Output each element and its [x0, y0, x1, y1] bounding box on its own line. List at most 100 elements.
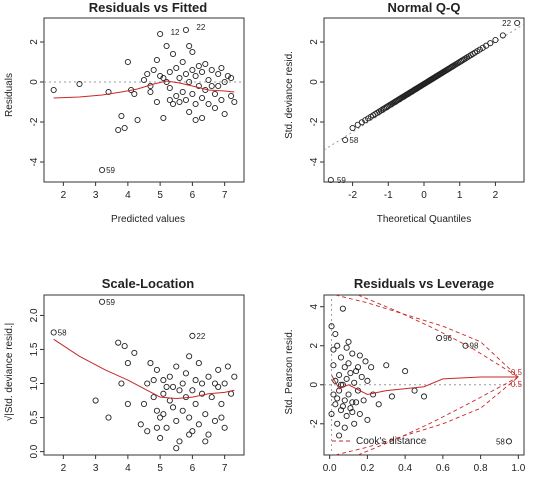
data-point — [189, 332, 196, 339]
x-tick-label: 7 — [222, 463, 228, 474]
data-point — [182, 26, 189, 34]
plot-frame — [43, 294, 245, 456]
x-tick-label: 5 — [157, 463, 163, 474]
data-point — [157, 30, 164, 38]
y-tick-label: 0 — [309, 382, 320, 388]
y-tick-label: 2 — [309, 343, 320, 349]
data-point — [208, 82, 215, 90]
x-tick-label: 0 — [421, 190, 427, 201]
y-tick-label: 2 — [29, 39, 40, 45]
data-point — [330, 346, 337, 353]
data-point — [224, 72, 231, 80]
data-point — [195, 82, 202, 90]
data-point — [137, 421, 144, 428]
x-tick-label: 1.0 — [511, 463, 525, 474]
data-point — [345, 360, 352, 367]
data-point — [202, 438, 209, 445]
data-point — [218, 64, 225, 72]
data-point — [370, 391, 377, 398]
data-point — [118, 112, 125, 120]
y-tick-label: 0.5 — [29, 410, 40, 424]
data-point — [199, 114, 206, 122]
x-axis-label: Theoretical Quantiles — [377, 214, 472, 225]
point-label: 59 — [337, 176, 346, 185]
data-point — [160, 114, 167, 122]
data-point — [332, 401, 339, 408]
data-point — [169, 50, 177, 58]
x-axis-label: Predicted values — [111, 214, 185, 225]
point-label: 22 — [196, 332, 205, 341]
data-point — [211, 417, 219, 425]
data-point — [192, 72, 199, 80]
data-point — [332, 330, 339, 338]
data-point — [195, 421, 202, 428]
data-point — [176, 74, 183, 82]
data-point — [341, 424, 348, 431]
data-point — [202, 60, 209, 68]
data-point — [195, 62, 202, 70]
data-point — [157, 434, 164, 442]
y-tick-label: -2 — [29, 117, 40, 126]
data-point — [362, 358, 369, 365]
y-axis-label: Std. Pearson resid. — [284, 329, 295, 414]
data-point — [153, 56, 160, 64]
data-point — [199, 380, 206, 387]
data-point — [186, 42, 193, 50]
x-tick-label: 1 — [457, 190, 463, 201]
data-point — [150, 377, 157, 384]
data-point — [343, 344, 350, 351]
data-point — [169, 404, 177, 411]
data-point — [334, 420, 341, 427]
data-point — [336, 432, 343, 439]
data-point — [169, 100, 177, 108]
data-point — [186, 431, 193, 438]
data-point — [383, 362, 390, 369]
data-point — [50, 86, 57, 94]
x-tick-label: 0.0 — [323, 463, 337, 474]
data-point — [199, 68, 206, 76]
point-label: 22 — [196, 23, 205, 32]
plot-frame — [323, 294, 525, 456]
data-point — [192, 116, 199, 124]
data-point — [153, 366, 160, 373]
data-point — [176, 98, 183, 106]
point-label: 59 — [106, 298, 115, 307]
data-point — [205, 373, 212, 380]
data-point — [360, 397, 367, 404]
cooks-contour — [335, 294, 519, 378]
point-label: 58 — [58, 328, 67, 337]
data-point — [231, 373, 238, 380]
panel-normal-qq: Normal Q-Q Theoretical Quantiles Std. de… — [284, 0, 525, 225]
data-point — [186, 414, 193, 421]
y-tick-label: 0 — [309, 79, 320, 85]
data-point — [163, 383, 170, 390]
data-point — [163, 42, 170, 50]
data-point — [215, 383, 222, 390]
data-point — [337, 354, 345, 361]
data-point — [420, 393, 428, 400]
data-point — [492, 36, 499, 44]
data-point — [402, 368, 409, 375]
data-point — [76, 80, 83, 88]
data-point — [192, 100, 199, 108]
point-label: 58 — [349, 136, 358, 145]
data-point — [215, 366, 222, 373]
data-point — [364, 416, 371, 423]
data-point — [186, 78, 193, 86]
data-point — [351, 420, 358, 427]
data-point — [166, 84, 173, 92]
y-tick-label: -2 — [309, 117, 320, 126]
data-point — [231, 98, 238, 106]
data-point — [505, 438, 512, 445]
data-point — [341, 397, 348, 404]
data-point — [358, 373, 365, 381]
data-point — [459, 57, 466, 64]
data-point — [153, 98, 160, 106]
x-tick-label: 2 — [61, 463, 67, 474]
x-tick-label: 0.4 — [398, 463, 412, 474]
data-point — [115, 126, 122, 134]
data-point — [147, 88, 154, 96]
data-point — [144, 380, 151, 387]
data-point — [343, 412, 350, 420]
